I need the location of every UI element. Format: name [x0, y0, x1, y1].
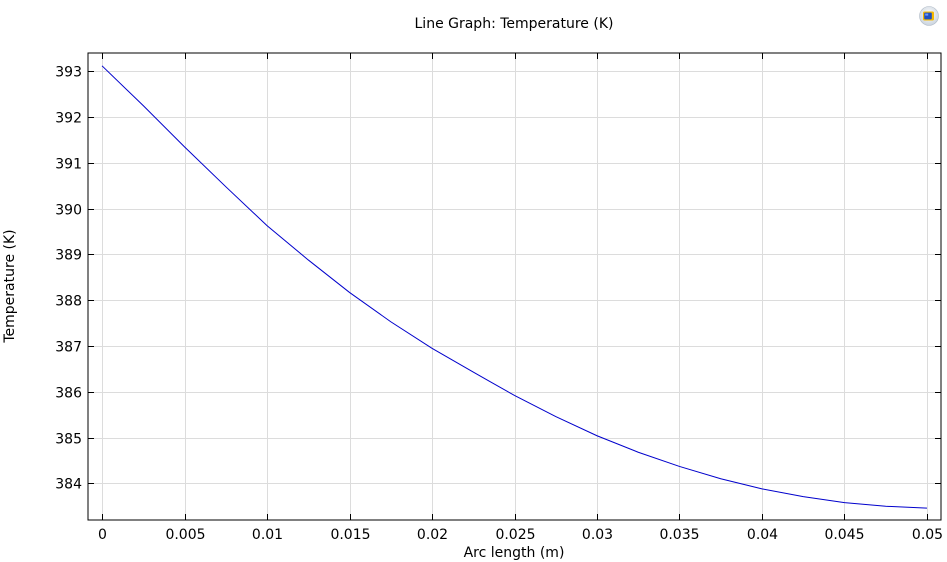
x-axis-label: Arc length (m)	[464, 545, 565, 561]
y-tick-label: 390	[55, 203, 82, 219]
chart-title: Line Graph: Temperature (K)	[415, 16, 614, 32]
y-axis: 384 385 386 387 388 389 390 391 392 393	[55, 65, 941, 493]
y-tick-label: 389	[55, 248, 82, 264]
x-tick-label: 0.025	[495, 527, 535, 543]
grid	[88, 53, 941, 520]
y-tick-label: 391	[55, 157, 82, 173]
y-tick-label: 384	[55, 477, 82, 493]
temperature-series-line	[101, 65, 928, 509]
x-tick-label: 0.035	[659, 527, 699, 543]
y-tick-label: 392	[55, 111, 82, 127]
x-tick-label: 0	[98, 527, 107, 543]
x-tick-label: 0.02	[417, 527, 448, 543]
y-tick-label: 387	[55, 340, 82, 356]
y-tick-label: 393	[55, 65, 82, 81]
x-tick-label: 0.045	[824, 527, 864, 543]
x-tick-label: 0.03	[582, 527, 613, 543]
y-tick-label: 388	[55, 294, 82, 310]
x-tick-label: 0.015	[330, 527, 370, 543]
x-axis: 0 0.005 0.01 0.015 0.02 0.025 0.03 0.035 0.04 0.0…	[98, 53, 943, 543]
series-group	[101, 65, 928, 509]
comsol-logo-icon[interactable]	[919, 6, 939, 26]
y-axis-label: Temperature (K)	[2, 229, 18, 343]
x-tick-label: 0.005	[165, 527, 205, 543]
plot-frame	[87, 52, 942, 521]
y-tick-label: 385	[55, 432, 82, 448]
x-tick-label: 0.04	[747, 527, 778, 543]
x-tick-label: 0.05	[912, 527, 943, 543]
x-tick-label: 0.01	[252, 527, 283, 543]
y-tick-label: 386	[55, 386, 82, 402]
